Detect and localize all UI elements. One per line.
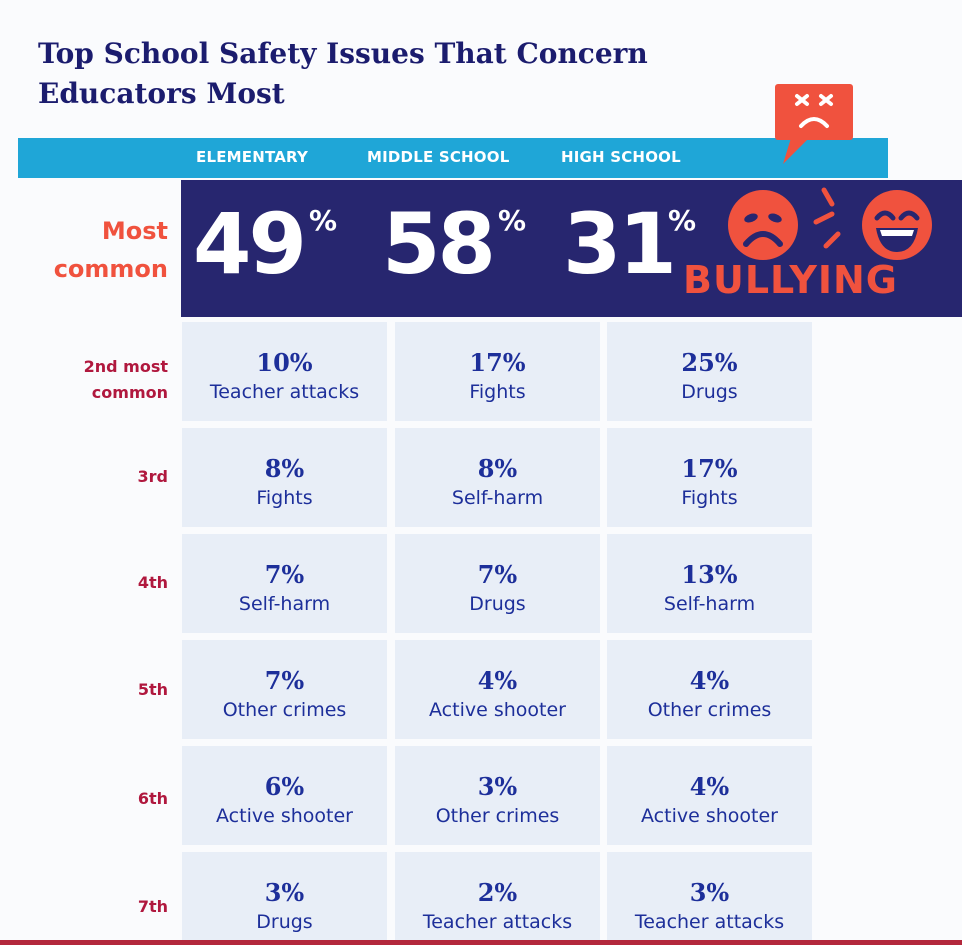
cell-issue: Active shooter [216, 805, 353, 827]
cell-value: 7% [264, 666, 305, 695]
table-cell-r3-elementary: 8% Fights [182, 428, 387, 527]
cell-issue: Teacher attacks [634, 911, 785, 933]
rank-label-4: 4th [137, 573, 168, 592]
rank-label-2-line1: 2nd most [83, 357, 168, 376]
laughing-face-icon [862, 190, 932, 260]
cell-issue: Drugs [469, 593, 526, 615]
cell-issue: Other crimes [647, 699, 772, 721]
cell-value: 2% [477, 878, 518, 907]
rank-label-6: 6th [137, 789, 168, 808]
cell-issue: Drugs [681, 381, 738, 403]
column-header-middle-school: MIDDLE SCHOOL [367, 148, 510, 166]
cell-value: 10% [256, 348, 313, 377]
cell-value: 3% [477, 772, 518, 801]
cell-value: 3% [264, 878, 305, 907]
table-cell-r7-middle-school: 2% Teacher attacks [395, 852, 600, 940]
cell-value: 4% [477, 666, 518, 695]
cell-value: 4% [689, 666, 730, 695]
cell-issue: Self-harm [238, 593, 331, 615]
cell-value: 8% [477, 454, 518, 483]
chart-title: Top School Safety Issues That Concern Ed… [38, 37, 648, 110]
column-header-high-school: HIGH SCHOOL [561, 148, 681, 166]
table-cell-r3-high-school: 17% Fights [607, 428, 812, 527]
cell-issue: Teacher attacks [209, 381, 360, 403]
rank-label-2: 2nd most common [84, 354, 168, 406]
table-cell-r4-middle-school: 7% Drugs [395, 534, 600, 633]
cell-value: 13% [681, 560, 738, 589]
rank-label-2-line2: common [91, 383, 168, 402]
table-cell-r3-middle-school: 8% Self-harm [395, 428, 600, 527]
cell-issue: Teacher attacks [422, 911, 573, 933]
cell-value: 8% [264, 454, 305, 483]
table-cell-r7-high-school: 3% Teacher attacks [607, 852, 812, 940]
cell-value: 3% [689, 878, 730, 907]
table-cell-r6-high-school: 4% Active shooter [607, 746, 812, 845]
cell-issue: Self-harm [663, 593, 756, 615]
cell-issue: Fights [681, 487, 738, 509]
impact-marks-icon [813, 187, 841, 249]
table-cell-r6-elementary: 6% Active shooter [182, 746, 387, 845]
percent-symbol-middle-school: % [498, 204, 527, 237]
cell-issue: Other crimes [435, 805, 560, 827]
bottom-rule [0, 940, 962, 945]
cell-value: 17% [681, 454, 738, 483]
table-cell-r2-elementary: 10% Teacher attacks [182, 322, 387, 421]
table-cell-r4-high-school: 13% Self-harm [607, 534, 812, 633]
cell-value: 4% [689, 772, 730, 801]
most-common-value-high-school: 31 [563, 195, 677, 293]
sad-face-icon [728, 190, 798, 260]
cell-issue: Other crimes [222, 699, 347, 721]
cell-value: 7% [477, 560, 518, 589]
cell-value: 6% [264, 772, 305, 801]
most-common-value-middle-school: 58 [382, 195, 496, 293]
column-header-bar [18, 138, 888, 178]
percent-symbol-elementary: % [309, 204, 338, 237]
table-cell-r2-middle-school: 17% Fights [395, 322, 600, 421]
cell-value: 25% [681, 348, 738, 377]
most-common-label-line1: Most [101, 217, 168, 245]
angry-speech-bubble-icon [775, 84, 853, 164]
most-common-value-elementary: 49 [193, 195, 307, 293]
rank-label-5: 5th [137, 680, 168, 699]
table-cell-r7-elementary: 3% Drugs [182, 852, 387, 940]
percent-symbol-high-school: % [668, 204, 697, 237]
most-common-label: Most common [54, 212, 168, 288]
table-cell-r5-middle-school: 4% Active shooter [395, 640, 600, 739]
table-cell-r5-high-school: 4% Other crimes [607, 640, 812, 739]
cell-issue: Active shooter [429, 699, 566, 721]
bullying-label: BULLYING [683, 258, 898, 302]
cell-value: 17% [469, 348, 526, 377]
column-header-elementary: ELEMENTARY [196, 148, 309, 166]
cell-issue: Fights [256, 487, 313, 509]
cell-issue: Drugs [256, 911, 313, 933]
rank-label-3: 3rd [137, 467, 168, 486]
cell-issue: Self-harm [451, 487, 544, 509]
most-common-label-line2: common [53, 255, 168, 283]
table-cell-r4-elementary: 7% Self-harm [182, 534, 387, 633]
table-cell-r6-middle-school: 3% Other crimes [395, 746, 600, 845]
cell-issue: Fights [469, 381, 526, 403]
cell-issue: Active shooter [641, 805, 778, 827]
table-cell-r5-elementary: 7% Other crimes [182, 640, 387, 739]
cell-value: 7% [264, 560, 305, 589]
table-cell-r2-high-school: 25% Drugs [607, 322, 812, 421]
rank-label-7: 7th [137, 897, 168, 916]
